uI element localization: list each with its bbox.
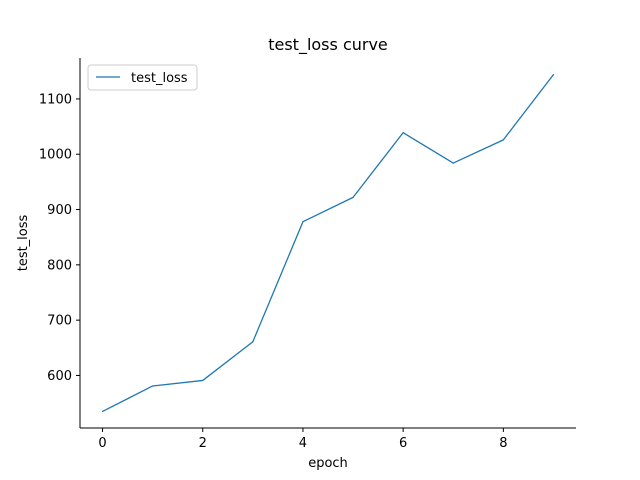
data-point-test-loss bbox=[202, 379, 204, 382]
y-axis-ticks: 600 700 800 900 1000 1100 bbox=[39, 92, 80, 384]
x-tick-label: 4 bbox=[299, 436, 307, 451]
x-tick-label: 8 bbox=[499, 436, 507, 451]
data-point-test-loss bbox=[152, 385, 154, 387]
x-tick-label: 0 bbox=[98, 436, 106, 451]
y-tick-label: 600 bbox=[47, 369, 72, 384]
y-axis-label: test_loss bbox=[16, 214, 31, 271]
x-tick-label: 6 bbox=[399, 436, 407, 451]
y-tick-label: 1000 bbox=[39, 148, 72, 163]
y-tick-label: 900 bbox=[47, 203, 72, 218]
series-layer bbox=[101, 73, 555, 413]
y-tick-label: 700 bbox=[47, 314, 72, 329]
x-tick-label: 2 bbox=[199, 436, 207, 451]
y-tick-label: 800 bbox=[47, 258, 72, 273]
chart-title: test_loss curve bbox=[268, 35, 388, 55]
data-point-test-loss bbox=[502, 139, 504, 141]
data-point-test-loss bbox=[552, 73, 555, 76]
series-line-test-loss bbox=[102, 74, 554, 412]
y-tick-label: 1100 bbox=[39, 92, 72, 107]
data-point-test-loss bbox=[352, 196, 354, 198]
legend: test_loss bbox=[87, 64, 198, 91]
legend-label-test-loss: test_loss bbox=[131, 71, 188, 86]
legend-box bbox=[87, 64, 198, 91]
data-point-test-loss bbox=[402, 132, 404, 134]
data-point-test-loss bbox=[452, 162, 454, 164]
x-axis-ticks: 0 2 4 6 8 bbox=[98, 428, 507, 451]
data-point-test-loss bbox=[252, 341, 254, 343]
data-point-test-loss bbox=[101, 410, 104, 413]
data-point-test-loss bbox=[302, 221, 304, 223]
x-axis-label: epoch bbox=[308, 456, 348, 471]
